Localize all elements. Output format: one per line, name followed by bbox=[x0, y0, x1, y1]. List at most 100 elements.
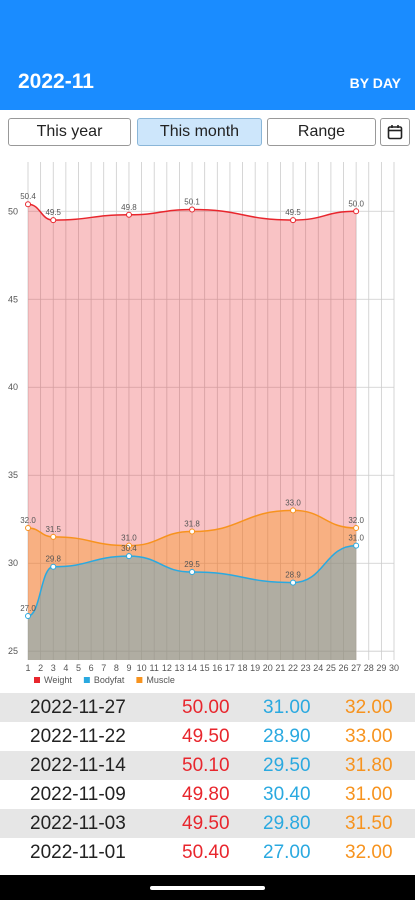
x-tick-label: 9 bbox=[126, 663, 131, 673]
y-tick-label: 40 bbox=[8, 382, 18, 392]
x-tick-label: 7 bbox=[101, 663, 106, 673]
data-point bbox=[189, 569, 196, 576]
legend-swatch bbox=[83, 677, 90, 683]
data-label: 32.0 bbox=[348, 516, 364, 525]
x-tick-label: 28 bbox=[364, 663, 374, 673]
data-point bbox=[125, 553, 132, 560]
data-point bbox=[50, 533, 57, 540]
record-value: 30.40 bbox=[263, 784, 311, 805]
data-point bbox=[25, 201, 31, 208]
x-tick-label: 16 bbox=[212, 663, 222, 673]
data-point bbox=[353, 208, 360, 215]
data-label: 33.0 bbox=[285, 498, 301, 507]
data-label: 50.1 bbox=[184, 198, 200, 207]
x-tick-label: 26 bbox=[339, 663, 349, 673]
record-date: 2022-11-01 bbox=[30, 842, 126, 863]
y-tick-label: 45 bbox=[8, 294, 18, 304]
data-label: 30.4 bbox=[121, 544, 137, 553]
record-row[interactable]: 2022-11-01 50.40 27.00 32.00 bbox=[0, 838, 415, 867]
record-date: 2022-11-22 bbox=[30, 726, 126, 747]
year-button[interactable]: This year bbox=[8, 118, 131, 146]
record-value: 32.00 bbox=[345, 697, 393, 718]
data-label: 50.4 bbox=[20, 192, 36, 201]
series-area bbox=[28, 204, 357, 660]
legend-swatch bbox=[136, 677, 143, 683]
record-date: 2022-11-27 bbox=[30, 697, 126, 718]
record-value: 31.00 bbox=[345, 784, 393, 805]
data-point bbox=[353, 525, 360, 532]
data-point bbox=[25, 525, 31, 532]
x-tick-label: 19 bbox=[250, 663, 260, 673]
data-point bbox=[290, 579, 297, 586]
data-label: 32.0 bbox=[20, 516, 36, 525]
data-point bbox=[189, 206, 196, 213]
data-point bbox=[189, 528, 196, 535]
x-tick-label: 30 bbox=[389, 663, 399, 673]
x-tick-label: 13 bbox=[174, 663, 184, 673]
record-value: 31.50 bbox=[345, 813, 393, 834]
record-value: 49.50 bbox=[182, 726, 230, 747]
calendar-icon bbox=[387, 125, 403, 140]
calendar-button[interactable] bbox=[380, 118, 410, 146]
data-point bbox=[353, 542, 360, 549]
legend-label: Muscle bbox=[146, 675, 175, 685]
series-area bbox=[28, 545, 357, 660]
x-tick-label: 21 bbox=[275, 663, 285, 673]
x-tick-label: 2 bbox=[38, 663, 43, 673]
data-label: 29.8 bbox=[45, 555, 61, 564]
data-label: 49.5 bbox=[285, 208, 301, 217]
data-point bbox=[290, 507, 297, 514]
legend-swatch bbox=[34, 677, 40, 683]
record-date: 2022-11-14 bbox=[30, 755, 126, 776]
x-tick-label: 27 bbox=[351, 663, 361, 673]
data-label: 31.8 bbox=[184, 520, 200, 529]
x-tick-label: 4 bbox=[63, 663, 68, 673]
records-table: 2022-11-27 50.00 31.00 32.00 2022-11-22 49.50… bbox=[0, 693, 415, 867]
record-value: 31.80 bbox=[345, 755, 393, 776]
mode-button[interactable]: BY DAY bbox=[349, 75, 401, 91]
data-label: 31.5 bbox=[45, 525, 61, 534]
record-row[interactable]: 2022-11-14 50.10 29.50 31.80 bbox=[0, 751, 415, 780]
record-value: 33.00 bbox=[345, 726, 393, 747]
period-title: 2022-11 bbox=[18, 70, 94, 93]
x-tick-label: 15 bbox=[200, 663, 210, 673]
x-tick-label: 11 bbox=[150, 663, 159, 673]
data-label: 50.0 bbox=[348, 199, 364, 208]
y-tick-label: 25 bbox=[8, 646, 18, 656]
x-tick-label: 10 bbox=[137, 663, 147, 673]
chart: 1 2 3 4 5 6 7 8 9 10 11 12 13 14 15 16 17 18 19 20 21 22 23 24 2… bbox=[8, 162, 399, 685]
data-point bbox=[290, 217, 297, 224]
record-value: 50.10 bbox=[182, 755, 230, 776]
record-value: 29.50 bbox=[263, 755, 311, 776]
record-date: 2022-11-09 bbox=[30, 784, 126, 805]
x-tick-label: 23 bbox=[301, 663, 311, 673]
record-value: 31.00 bbox=[263, 697, 311, 718]
data-label: 31.0 bbox=[348, 534, 364, 543]
record-row[interactable]: 2022-11-03 49.50 29.80 31.50 bbox=[0, 809, 415, 838]
legend-label: Bodyfat bbox=[94, 675, 125, 685]
range-button[interactable]: Range bbox=[267, 118, 376, 146]
record-row[interactable]: 2022-11-09 49.80 30.40 31.00 bbox=[0, 780, 415, 809]
month-button[interactable]: This month bbox=[137, 118, 262, 146]
record-value: 27.00 bbox=[263, 842, 311, 863]
record-row[interactable]: 2022-11-22 49.50 28.90 33.00 bbox=[0, 722, 415, 751]
home-indicator bbox=[150, 886, 265, 890]
y-tick-label: 50 bbox=[8, 206, 18, 216]
record-row[interactable]: 2022-11-27 50.00 31.00 32.00 bbox=[0, 693, 415, 722]
y-tick-label: 30 bbox=[8, 558, 18, 568]
data-point bbox=[50, 563, 57, 570]
data-point bbox=[50, 217, 57, 224]
data-label: 49.8 bbox=[121, 203, 137, 212]
nav-bar bbox=[0, 875, 415, 900]
data-point bbox=[25, 613, 31, 620]
data-label: 31.0 bbox=[121, 534, 137, 543]
x-tick-label: 3 bbox=[51, 663, 56, 673]
record-value: 50.00 bbox=[182, 697, 230, 718]
x-tick-label: 8 bbox=[114, 663, 119, 673]
data-label: 49.5 bbox=[45, 208, 61, 217]
record-value: 32.00 bbox=[345, 842, 393, 863]
x-tick-label: 20 bbox=[263, 663, 273, 673]
data-label: 27.0 bbox=[20, 604, 36, 613]
x-tick-label: 22 bbox=[288, 663, 298, 673]
